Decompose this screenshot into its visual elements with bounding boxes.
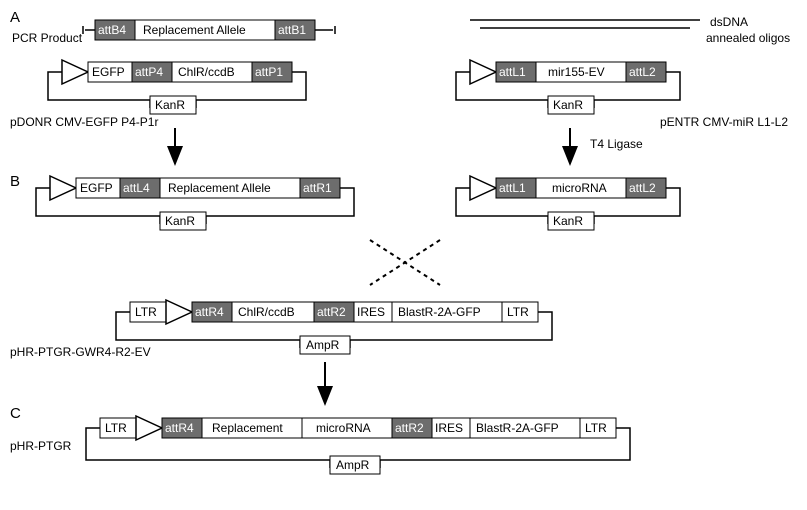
mir155-box: mir155-EV — [548, 65, 605, 79]
ltr2-final: LTR — [585, 421, 607, 435]
kanr-box-ar: KanR — [553, 98, 583, 112]
plasmid-b-right: attL1 microRNA attL2 KanR — [456, 176, 680, 230]
ires-final: IRES — [435, 421, 463, 435]
ltr2-dest: LTR — [507, 305, 529, 319]
attl2-box-ar: attL2 — [629, 65, 656, 79]
pcr-product-label: PCR Product — [12, 31, 83, 45]
dest-vector: LTR attR4 ChlR/ccdB attR2 IRES BlastR-2A… — [10, 300, 552, 359]
final-vector: LTR attR4 Replacement microRNA attR2 IRE… — [10, 416, 630, 474]
blast-final: BlastR-2A-GFP — [476, 421, 559, 435]
repl-final: Replacement — [212, 421, 283, 435]
attr4-dest: attR4 — [195, 305, 224, 319]
attl4-box-b: attL4 — [123, 181, 150, 195]
plasmid-pentr: attL1 mir155-EV attL2 KanR pENTR CMV-miR… — [456, 60, 788, 129]
repl-box-b: Replacement Allele — [168, 181, 271, 195]
ltr1-dest: LTR — [135, 305, 157, 319]
ires-dest: IRES — [357, 305, 385, 319]
attl2-box-br: attL2 — [629, 181, 656, 195]
ltr1-final: LTR — [105, 421, 127, 435]
dsdna-label: dsDNA — [710, 15, 748, 29]
plasmid-pdonr: EGFP attP4 ChlR/ccdB attP1 KanR pDONR CM… — [10, 60, 306, 129]
attl1-box-ar: attL1 — [499, 65, 526, 79]
dsdna-group: dsDNA annealed oligos — [470, 15, 790, 45]
kanr-box-al: KanR — [155, 98, 185, 112]
pcr-product-group: PCR Product attB4 Replacement Allele att… — [12, 20, 335, 45]
attb1-box: attB1 — [278, 23, 306, 37]
attr1-box-b: attR1 — [303, 181, 332, 195]
annealed-oligos-label: annealed oligos — [706, 31, 790, 45]
t4-ligase-label: T4 Ligase — [590, 137, 643, 151]
attb4-box: attB4 — [98, 23, 126, 37]
ampr-final: AmpR — [336, 458, 370, 472]
kanr-box-br: KanR — [553, 214, 583, 228]
blast-dest: BlastR-2A-GFP — [398, 305, 481, 319]
plasmid-b-left: EGFP attL4 Replacement Allele attR1 KanR — [36, 176, 354, 230]
egfp-box: EGFP — [92, 65, 125, 79]
kanr-box-bl: KanR — [165, 214, 195, 228]
mir-final: microRNA — [316, 421, 371, 435]
section-label-a: A — [10, 9, 20, 26]
ampr-dest: AmpR — [306, 338, 340, 352]
egfp-box-b: EGFP — [80, 181, 113, 195]
dest-name: pHR-PTGR-GWR4-R2-EV — [10, 345, 151, 359]
attr2-final: attR2 — [395, 421, 424, 435]
attr2-dest: attR2 — [317, 305, 346, 319]
attl1-box-br: attL1 — [499, 181, 526, 195]
attp4-box: attP4 — [135, 65, 163, 79]
microrna-box-br: microRNA — [552, 181, 607, 195]
section-label-c: C — [10, 405, 21, 422]
section-label-b: B — [10, 173, 20, 190]
pdonr-name: pDONR CMV-EGFP P4-P1r — [10, 115, 158, 129]
diagram-canvas: A PCR Product attB4 Replacement Allele a… — [0, 0, 807, 510]
final-name: pHR-PTGR — [10, 439, 72, 453]
attr4-final: attR4 — [165, 421, 194, 435]
attp1-box: attP1 — [255, 65, 283, 79]
pentr-name: pENTR CMV-miR L1-L2 — [660, 115, 788, 129]
recomb-x — [370, 240, 440, 285]
chlr-dest: ChlR/ccdB — [238, 305, 295, 319]
chlr-box-a: ChlR/ccdB — [178, 65, 235, 79]
repl-allele-box: Replacement Allele — [143, 23, 246, 37]
